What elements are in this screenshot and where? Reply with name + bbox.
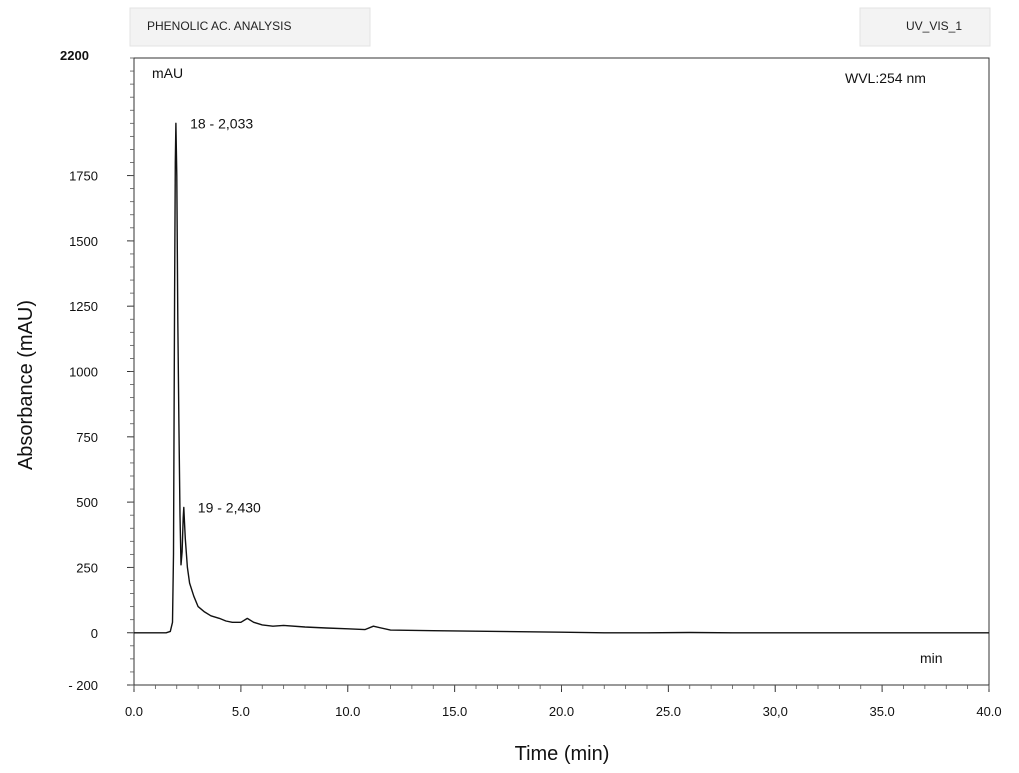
y-axis-ticks: - 200 0 250 500 750 1000 1250 1500 1750 [68, 169, 134, 693]
x-tick-label: 15.0 [442, 704, 467, 719]
x-tick-label: 25.0 [656, 704, 681, 719]
peak-label: 18 - 2,033 [190, 115, 253, 131]
y-tick-label: 500 [76, 495, 98, 510]
header-left-box [129, 7, 371, 47]
unit-label: mAU [152, 65, 183, 81]
x-tick-label: 20.0 [549, 704, 574, 719]
wavelength-label: WVL:254 nm [845, 70, 926, 86]
y-tick-label: 250 [76, 560, 98, 575]
minor-ticks [130, 57, 990, 689]
x-tick-label: 5.0 [232, 704, 250, 719]
y-tick-label: 1000 [69, 365, 98, 380]
x-tick-label: 10.0 [335, 704, 360, 719]
y-axis-title: Absorbance (mAU) [15, 300, 37, 470]
plot-frame [133, 57, 990, 686]
peak-label: 19 - 2,430 [198, 499, 261, 515]
x-axis-title: Time (min) [515, 743, 610, 765]
series-line [134, 122, 989, 634]
x-tick-label: 0.0 [125, 704, 143, 719]
y-tick-label: 1250 [69, 299, 98, 314]
y-tick-label: 1750 [69, 169, 98, 184]
x-tick-label: 40.0 [976, 704, 1001, 719]
y-top-label: 2200 [60, 48, 89, 63]
y-tick-label: 1500 [69, 234, 98, 249]
x-unit-label: min [920, 650, 943, 666]
header-right-box [859, 7, 991, 47]
x-tick-label: 35.0 [869, 704, 894, 719]
x-tick-label: 30,0 [763, 704, 788, 719]
peak-annotations: 18 - 2,033 19 - 2,430 [190, 115, 261, 515]
header-right-title: UV_VIS_1 [906, 19, 962, 33]
x-axis-ticks: 0.0 5.0 10.0 15.0 20.0 25.0 30,0 35.0 40.0 [125, 685, 1002, 719]
y-tick-label: 0 [91, 626, 98, 641]
y-tick-label: - 200 [68, 678, 98, 693]
header-left-title: PHENOLIC AC. ANALYSIS [147, 19, 292, 33]
y-tick-label: 750 [76, 430, 98, 445]
